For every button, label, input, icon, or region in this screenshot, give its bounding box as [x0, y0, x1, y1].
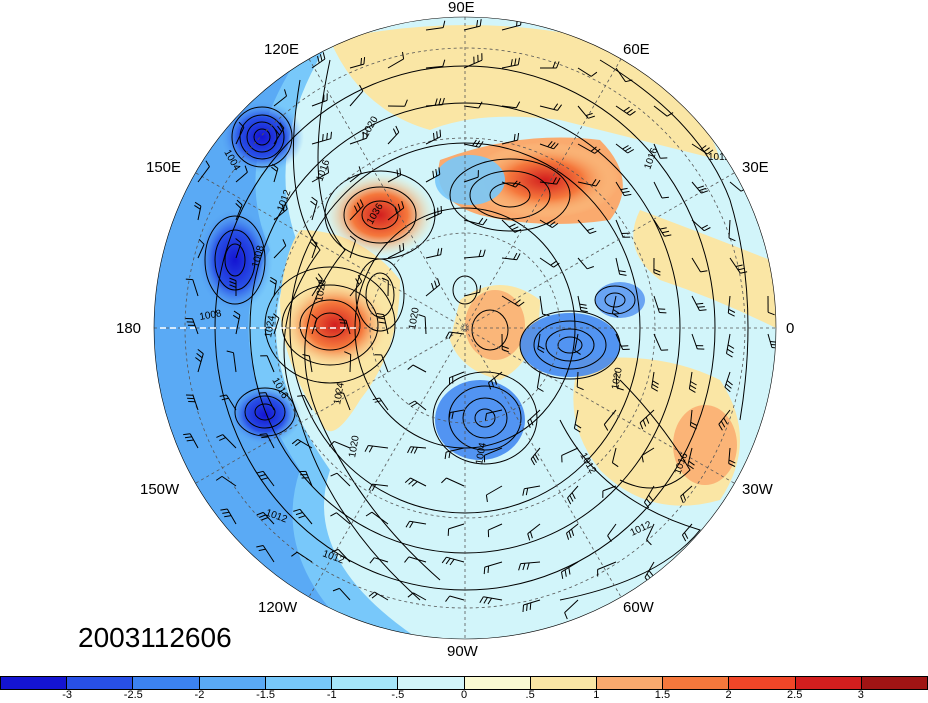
colorbar-swatch: [398, 677, 464, 689]
wind-barb-feather: [400, 245, 401, 252]
colorbar-swatch: [67, 677, 133, 689]
negative-anomaly-europe: [595, 282, 645, 318]
colorbar-swatch: [465, 677, 531, 689]
wind-barb-feather: [662, 197, 669, 198]
colorbar-tick-label: 2.5: [787, 689, 802, 701]
colorbar-tick-label: .5: [526, 689, 535, 701]
wind-barb-feather: [261, 437, 268, 438]
wind-barb-feather: [488, 566, 489, 573]
longitude-label-120e: 120E: [264, 41, 299, 58]
wind-barb-feather: [361, 58, 362, 65]
colorbar-tick-labels: -3 -2.5 -2 -1.5 -1 -.5 0 .5 1 1.5 2 2.5 3: [0, 689, 928, 703]
colorbar-swatch: [332, 677, 398, 689]
longitude-label-90w: 90W: [447, 643, 478, 660]
wind-barb-feather: [523, 605, 524, 612]
colorbar-tick-label: -1.5: [256, 689, 275, 701]
wind-barb-feather: [698, 307, 705, 308]
wind-barb-feather: [696, 303, 703, 304]
colorbar-swatch: [133, 677, 199, 689]
colorbar-swatch: [796, 677, 862, 689]
wind-barb-feather: [440, 130, 441, 137]
longitude-label-60e: 60E: [623, 41, 650, 58]
wind-barb-feather: [484, 567, 485, 574]
colorbar-tick-label: 3: [858, 689, 864, 701]
longitude-label-30e: 30E: [742, 159, 769, 176]
map-disc: 1004 1008 1012 1016 1020 1024 1028 1036 …: [150, 15, 780, 645]
colorbar-swatch: [266, 677, 332, 689]
colorbar-tick-label: 0: [461, 689, 467, 701]
colorbar-tick-label: -2.5: [124, 689, 143, 701]
wind-barb: [350, 354, 351, 372]
colorbar-tick-label: 1.5: [655, 689, 670, 701]
wind-barb-feather: [770, 342, 777, 343]
longitude-label-90e: 90E: [448, 0, 475, 16]
colorbar-swatch: [531, 677, 597, 689]
colorbar-tick-label: 1: [593, 689, 599, 701]
colorbar-tick-label: -2: [195, 689, 205, 701]
longitude-label-120w: 120W: [258, 599, 297, 616]
colorbar: [0, 676, 928, 690]
negative-anomaly-10w: [520, 313, 620, 377]
colorbar-tick-label: -.5: [391, 689, 404, 701]
longitude-label-150e: 150E: [146, 159, 181, 176]
longitude-label-0: 0: [786, 320, 794, 337]
wind-barb-feather: [530, 603, 531, 610]
longitude-label-30w: 30W: [742, 481, 773, 498]
colorbar-tick-label: -3: [62, 689, 72, 701]
colorbar-swatch: [862, 677, 927, 689]
colorbar-swatch: [729, 677, 795, 689]
wind-barb-feather: [434, 133, 435, 140]
colorbar-swatch: [200, 677, 266, 689]
wind-barb-feather: [527, 604, 528, 611]
polar-map: 1004 1008 1012 1016 1020 1024 1028 1036 …: [0, 0, 928, 676]
wind-barb-feather: [364, 57, 365, 64]
wind-barb-feather: [771, 345, 778, 346]
colorbar-tick-label: 2: [726, 689, 732, 701]
wind-barb-feather: [340, 323, 347, 324]
longitude-label-150w: 150W: [140, 481, 179, 498]
wind-barb-feather: [186, 279, 193, 280]
colorbar-swatch: [1, 677, 67, 689]
wind-barb-feather: [339, 320, 346, 321]
colorbar-swatch: [597, 677, 663, 689]
longitude-label-60w: 60W: [623, 599, 654, 616]
longitude-label-180: 180: [116, 320, 141, 337]
wind-barb-feather: [327, 133, 328, 140]
positive-anomaly-170e: [280, 280, 390, 370]
wind-barb-feather: [403, 243, 404, 250]
wind-barb-feather: [259, 393, 266, 394]
timestamp-label: 2003112606: [78, 622, 232, 654]
colorbar-swatch: [663, 677, 729, 689]
wind-barb-feather: [437, 131, 438, 138]
colorbar-tick-label: -1: [327, 689, 337, 701]
wind-barb-feather: [323, 134, 324, 141]
wind-barb-feather: [331, 132, 332, 139]
wind-barb-feather: [700, 310, 707, 311]
